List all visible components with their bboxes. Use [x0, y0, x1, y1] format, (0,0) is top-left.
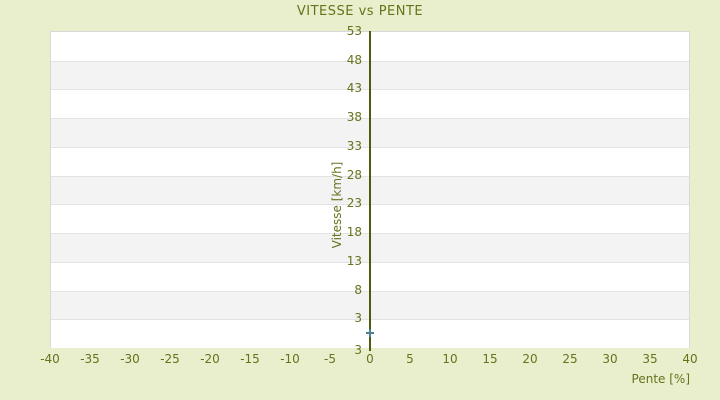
- x-tick-label: -5: [324, 352, 336, 366]
- y-tick-label: 48: [346, 52, 362, 67]
- y-tick-label: 33: [346, 138, 362, 153]
- y-tick-label: 53: [346, 24, 362, 38]
- x-tick-label: -15: [240, 352, 260, 366]
- x-tick-label: 20: [522, 352, 538, 366]
- x-tick-label: -35: [80, 352, 100, 366]
- y-tick-label: 28: [346, 167, 362, 182]
- chart-title: VITESSE vs PENTE: [296, 4, 424, 19]
- x-tick-label: -30: [120, 352, 140, 366]
- x-tick-label: 15: [482, 352, 498, 366]
- y-tick-label: 38: [346, 110, 362, 125]
- x-tick-label: -40: [40, 352, 60, 366]
- y-axis-line: [369, 31, 371, 351]
- y-tick-label: 3: [354, 311, 362, 326]
- y-tick-label: 8: [354, 282, 362, 297]
- y-tick-label: 13: [346, 253, 362, 268]
- x-tick-label: -10: [280, 352, 300, 366]
- x-tick-label: -20: [200, 352, 220, 366]
- y-tick-label: 23: [346, 196, 362, 211]
- x-tick-label: 5: [406, 352, 414, 366]
- x-tick-label: 30: [602, 352, 618, 366]
- x-tick-label: 0: [366, 352, 374, 366]
- x-axis-title: Pente [%]: [631, 372, 690, 386]
- y-tick-label: 18: [346, 225, 362, 240]
- x-tick-label: 35: [642, 352, 658, 366]
- x-tick-label: -25: [160, 352, 180, 366]
- x-tick-label: 10: [442, 352, 458, 366]
- x-tick-label: 40: [682, 352, 698, 366]
- data-point-marker: [369, 328, 371, 337]
- y-axis-bottom-label: 3: [354, 343, 362, 357]
- x-tick-label: 25: [562, 352, 578, 366]
- y-tick-label: 43: [346, 81, 362, 96]
